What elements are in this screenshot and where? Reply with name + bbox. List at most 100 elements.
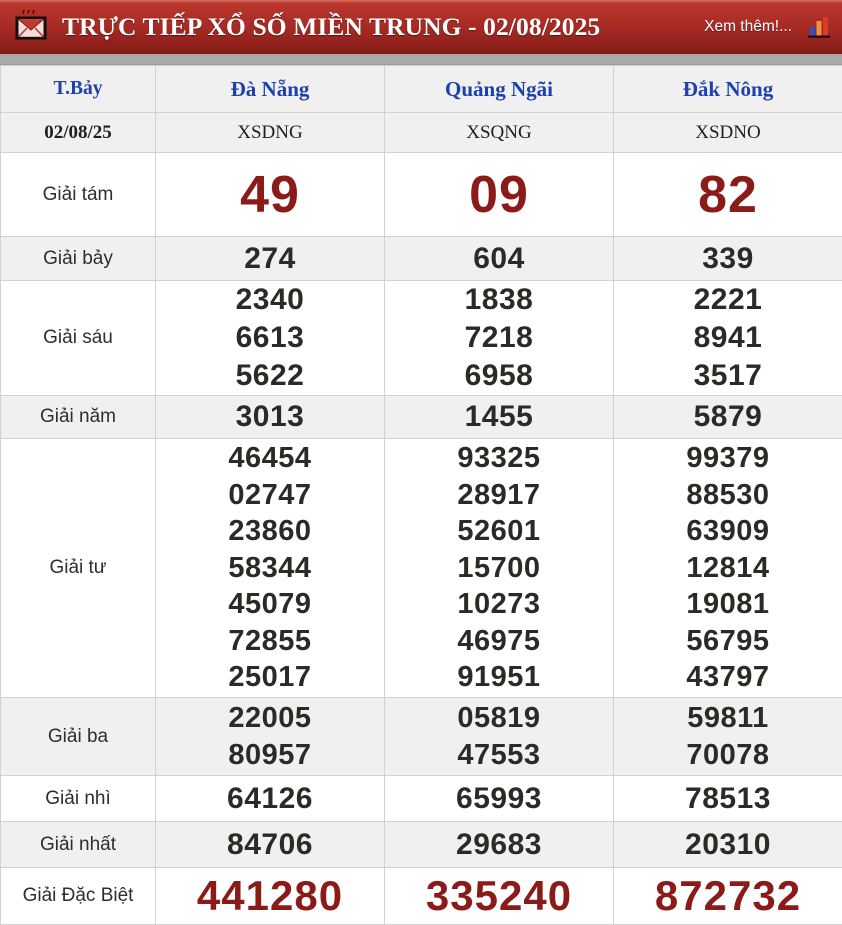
prize-label: Giải sáu <box>1 281 156 396</box>
header-day-label: T.Bảy <box>1 66 156 113</box>
prize-number: 70078 <box>614 737 842 774</box>
prize-number: 6958 <box>385 357 613 395</box>
page-title: TRỰC TIẾP XỔ SỐ MIỀN TRUNG - 02/08/2025 <box>58 12 704 42</box>
prize-numbers-cell: 441280 <box>156 868 385 925</box>
prize-number: 64126 <box>156 780 384 818</box>
prize-numbers-cell: 339 <box>614 237 842 281</box>
prize-number: 84706 <box>156 826 384 864</box>
lottery-results-table: T.Bảy Đà Nẵng Quảng Ngãi Đắk Nông 02/08/… <box>0 65 842 925</box>
prize-label: Giải nhất <box>1 822 156 868</box>
prize-numbers-cell: 49 <box>156 153 385 237</box>
prize-numbers-cell: 5879 <box>614 396 842 439</box>
prize-number: 80957 <box>156 737 384 774</box>
prize-number: 88530 <box>614 477 842 514</box>
prize-numbers-cell: 78513 <box>614 776 842 822</box>
prize-number: 1838 <box>385 281 613 319</box>
prize-numbers-cell: 09 <box>385 153 614 237</box>
prize-number: 20310 <box>614 826 842 864</box>
prize-number: 28917 <box>385 477 613 514</box>
banner-divider <box>0 54 842 65</box>
table-code-row: 02/08/25 XSDNG XSQNG XSDNO <box>1 113 842 153</box>
prize-number: 72855 <box>156 623 384 660</box>
province-code-0: XSDNG <box>156 113 385 153</box>
prize-label: Giải bảy <box>1 237 156 281</box>
prize-number: 1455 <box>385 398 613 436</box>
prize-number: 19081 <box>614 586 842 623</box>
prize-number: 56795 <box>614 623 842 660</box>
prize-numbers-cell: 20310 <box>614 822 842 868</box>
prize-number: 10273 <box>385 586 613 623</box>
table-header-row: T.Bảy Đà Nẵng Quảng Ngãi Đắk Nông <box>1 66 842 113</box>
prize-number: 91951 <box>385 659 613 696</box>
prize-number: 47553 <box>385 737 613 774</box>
see-more-link[interactable]: Xem thêm!... <box>704 18 792 36</box>
header-province-2[interactable]: Đắk Nông <box>614 66 842 113</box>
prize-number: 58344 <box>156 550 384 587</box>
prize-label: Giải năm <box>1 396 156 439</box>
bar-chart-icon[interactable] <box>804 12 834 42</box>
prize-number: 5879 <box>614 398 842 436</box>
prize-number: 82 <box>614 169 842 221</box>
prize-number: 99379 <box>614 440 842 477</box>
mail-envelope-icon <box>10 10 52 44</box>
prize-number: 22005 <box>156 700 384 737</box>
prize-number: 5622 <box>156 357 384 395</box>
prize-number: 6613 <box>156 319 384 357</box>
prize-number: 05819 <box>385 700 613 737</box>
prize-number: 3517 <box>614 357 842 395</box>
prize-number: 15700 <box>385 550 613 587</box>
prize-number: 93325 <box>385 440 613 477</box>
prize-number: 45079 <box>156 586 384 623</box>
prize-number: 872732 <box>614 875 842 917</box>
prize-numbers-cell: 84706 <box>156 822 385 868</box>
prize-numbers-cell: 3013 <box>156 396 385 439</box>
prize-number: 46975 <box>385 623 613 660</box>
prize-numbers-cell: 274 <box>156 237 385 281</box>
prize-number: 43797 <box>614 659 842 696</box>
prize-numbers-cell: 65993 <box>385 776 614 822</box>
prize-numbers-cell: 604 <box>385 237 614 281</box>
header-province-1[interactable]: Quảng Ngãi <box>385 66 614 113</box>
prize-number: 59811 <box>614 700 842 737</box>
prize-label: Giải tư <box>1 439 156 698</box>
prize-label: Giải ba <box>1 698 156 776</box>
prize-numbers-cell: 335240 <box>385 868 614 925</box>
prize-number: 339 <box>614 240 842 278</box>
prize-numbers-cell: 872732 <box>614 868 842 925</box>
header-province-0[interactable]: Đà Nẵng <box>156 66 385 113</box>
prize-number: 29683 <box>385 826 613 864</box>
prize-number: 02747 <box>156 477 384 514</box>
prize-number: 2340 <box>156 281 384 319</box>
prize-number: 25017 <box>156 659 384 696</box>
prize-number: 12814 <box>614 550 842 587</box>
prize-number: 441280 <box>156 875 384 917</box>
prize-number: 7218 <box>385 319 613 357</box>
prize-number: 335240 <box>385 875 613 917</box>
prize-number: 274 <box>156 240 384 278</box>
prize-number: 8941 <box>614 319 842 357</box>
prize-numbers-cell: 64126 <box>156 776 385 822</box>
draw-date: 02/08/25 <box>1 113 156 153</box>
province-code-1: XSQNG <box>385 113 614 153</box>
prize-number: 3013 <box>156 398 384 436</box>
province-code-2: XSDNO <box>614 113 842 153</box>
prize-number: 52601 <box>385 513 613 550</box>
prize-number: 2221 <box>614 281 842 319</box>
prize-number: 78513 <box>614 780 842 818</box>
